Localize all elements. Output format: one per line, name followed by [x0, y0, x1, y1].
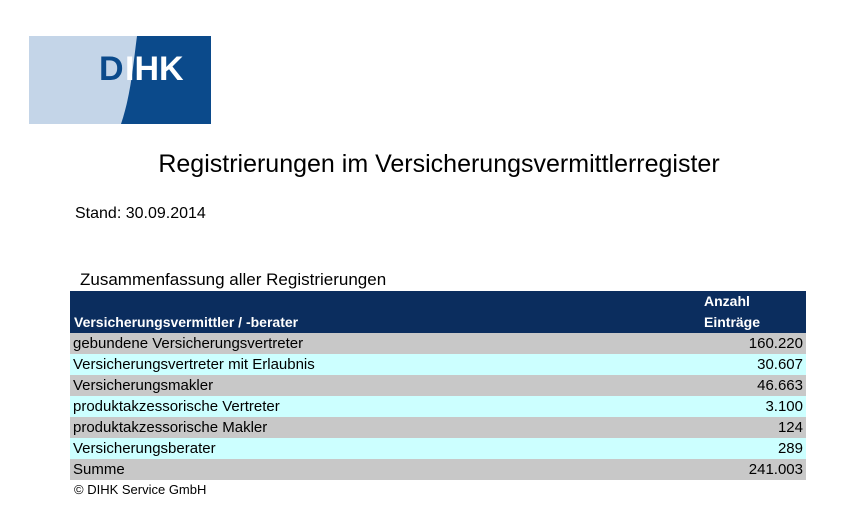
row-label: produktakzessorische Makler — [70, 417, 700, 438]
row-value: 3.100 — [700, 396, 806, 417]
table-row: gebundene Versicherungsvertreter 160.220 — [70, 333, 806, 354]
row-label: Versicherungsvertreter mit Erlaubnis — [70, 354, 700, 375]
copyright-footer: © DIHK Service GmbH — [74, 482, 207, 497]
dihk-logo: D IHK — [29, 36, 211, 124]
row-value: 124 — [700, 417, 806, 438]
header-intermediary: Versicherungsvermittler / -berater — [70, 291, 700, 333]
header-count-line2: Einträge — [704, 314, 761, 330]
header-count: Anzahl Einträge — [700, 291, 806, 333]
total-value: 241.003 — [700, 459, 806, 480]
svg-text:IHK: IHK — [125, 50, 184, 88]
registrations-table: Versicherungsvermittler / -berater Anzah… — [70, 291, 806, 480]
row-label: produktakzessorische Vertreter — [70, 396, 700, 417]
row-value: 160.220 — [700, 333, 806, 354]
table-row: Versicherungsberater 289 — [70, 438, 806, 459]
header-count-line1: Anzahl — [704, 293, 750, 309]
table-row: produktakzessorische Makler 124 — [70, 417, 806, 438]
section-title: Zusammenfassung aller Registrierungen — [80, 270, 387, 289]
table-row: Versicherungsvertreter mit Erlaubnis 30.… — [70, 354, 806, 375]
total-label: Summe — [70, 459, 700, 480]
row-value: 289 — [700, 438, 806, 459]
table-header-row: Versicherungsvermittler / -berater Anzah… — [70, 291, 806, 333]
stand-date: Stand: 30.09.2014 — [75, 205, 206, 222]
svg-text:D: D — [99, 50, 124, 88]
row-label: Versicherungsmakler — [70, 375, 700, 396]
page-title: Registrierungen im Versicherungsvermittl… — [158, 150, 720, 178]
row-label: gebundene Versicherungsvertreter — [70, 333, 700, 354]
row-value: 46.663 — [700, 375, 806, 396]
row-label: Versicherungsberater — [70, 438, 700, 459]
row-value: 30.607 — [700, 354, 806, 375]
dihk-logo-graphic: D IHK — [29, 36, 211, 124]
table-row: Versicherungsmakler 46.663 — [70, 375, 806, 396]
table-row: produktakzessorische Vertreter 3.100 — [70, 396, 806, 417]
table-total-row: Summe 241.003 — [70, 459, 806, 480]
